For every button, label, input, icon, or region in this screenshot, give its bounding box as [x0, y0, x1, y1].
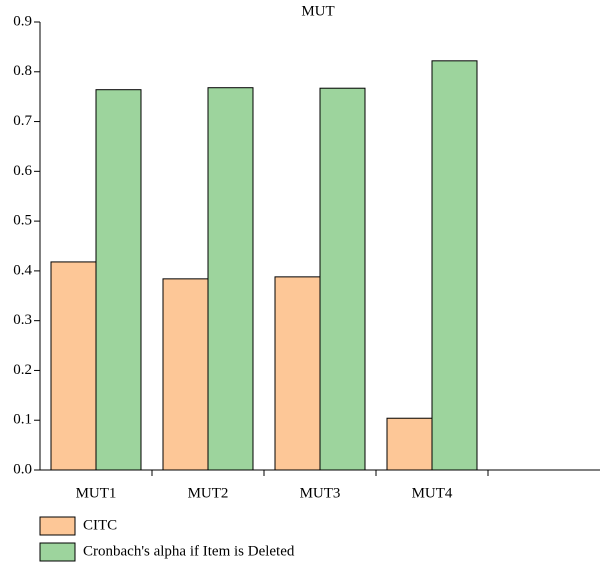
chart-title: MUT — [301, 3, 334, 19]
y-tick-label: 0.3 — [13, 312, 32, 328]
y-tick-label: 0.1 — [13, 412, 32, 428]
bar — [50, 261, 97, 471]
bar — [95, 89, 142, 471]
x-tick-label: MUT2 — [188, 485, 229, 501]
y-tick-label: 0.6 — [13, 163, 32, 179]
y-tick-label: 0.7 — [13, 113, 32, 129]
bar — [386, 417, 433, 471]
x-tick-label: MUT3 — [300, 485, 341, 501]
x-tick-label: MUT4 — [412, 485, 453, 501]
x-tick-label: MUT1 — [76, 485, 117, 501]
legend-label: CITC — [83, 517, 117, 533]
y-tick-label: 0.4 — [13, 262, 32, 278]
bar — [431, 60, 478, 471]
y-tick-label: 0.2 — [13, 362, 32, 378]
legend-swatch — [39, 542, 76, 562]
legend-label: Cronbach's alpha if Item is Deleted — [83, 543, 295, 559]
y-tick-label: 0.0 — [13, 461, 32, 477]
legend-swatch — [39, 516, 76, 536]
bar — [319, 87, 366, 471]
y-tick-label: 0.8 — [13, 63, 32, 79]
bar — [162, 278, 209, 471]
y-tick-label: 0.5 — [13, 213, 32, 229]
y-tick-label: 0.9 — [13, 13, 32, 29]
bar — [274, 276, 321, 471]
bar — [207, 87, 254, 471]
